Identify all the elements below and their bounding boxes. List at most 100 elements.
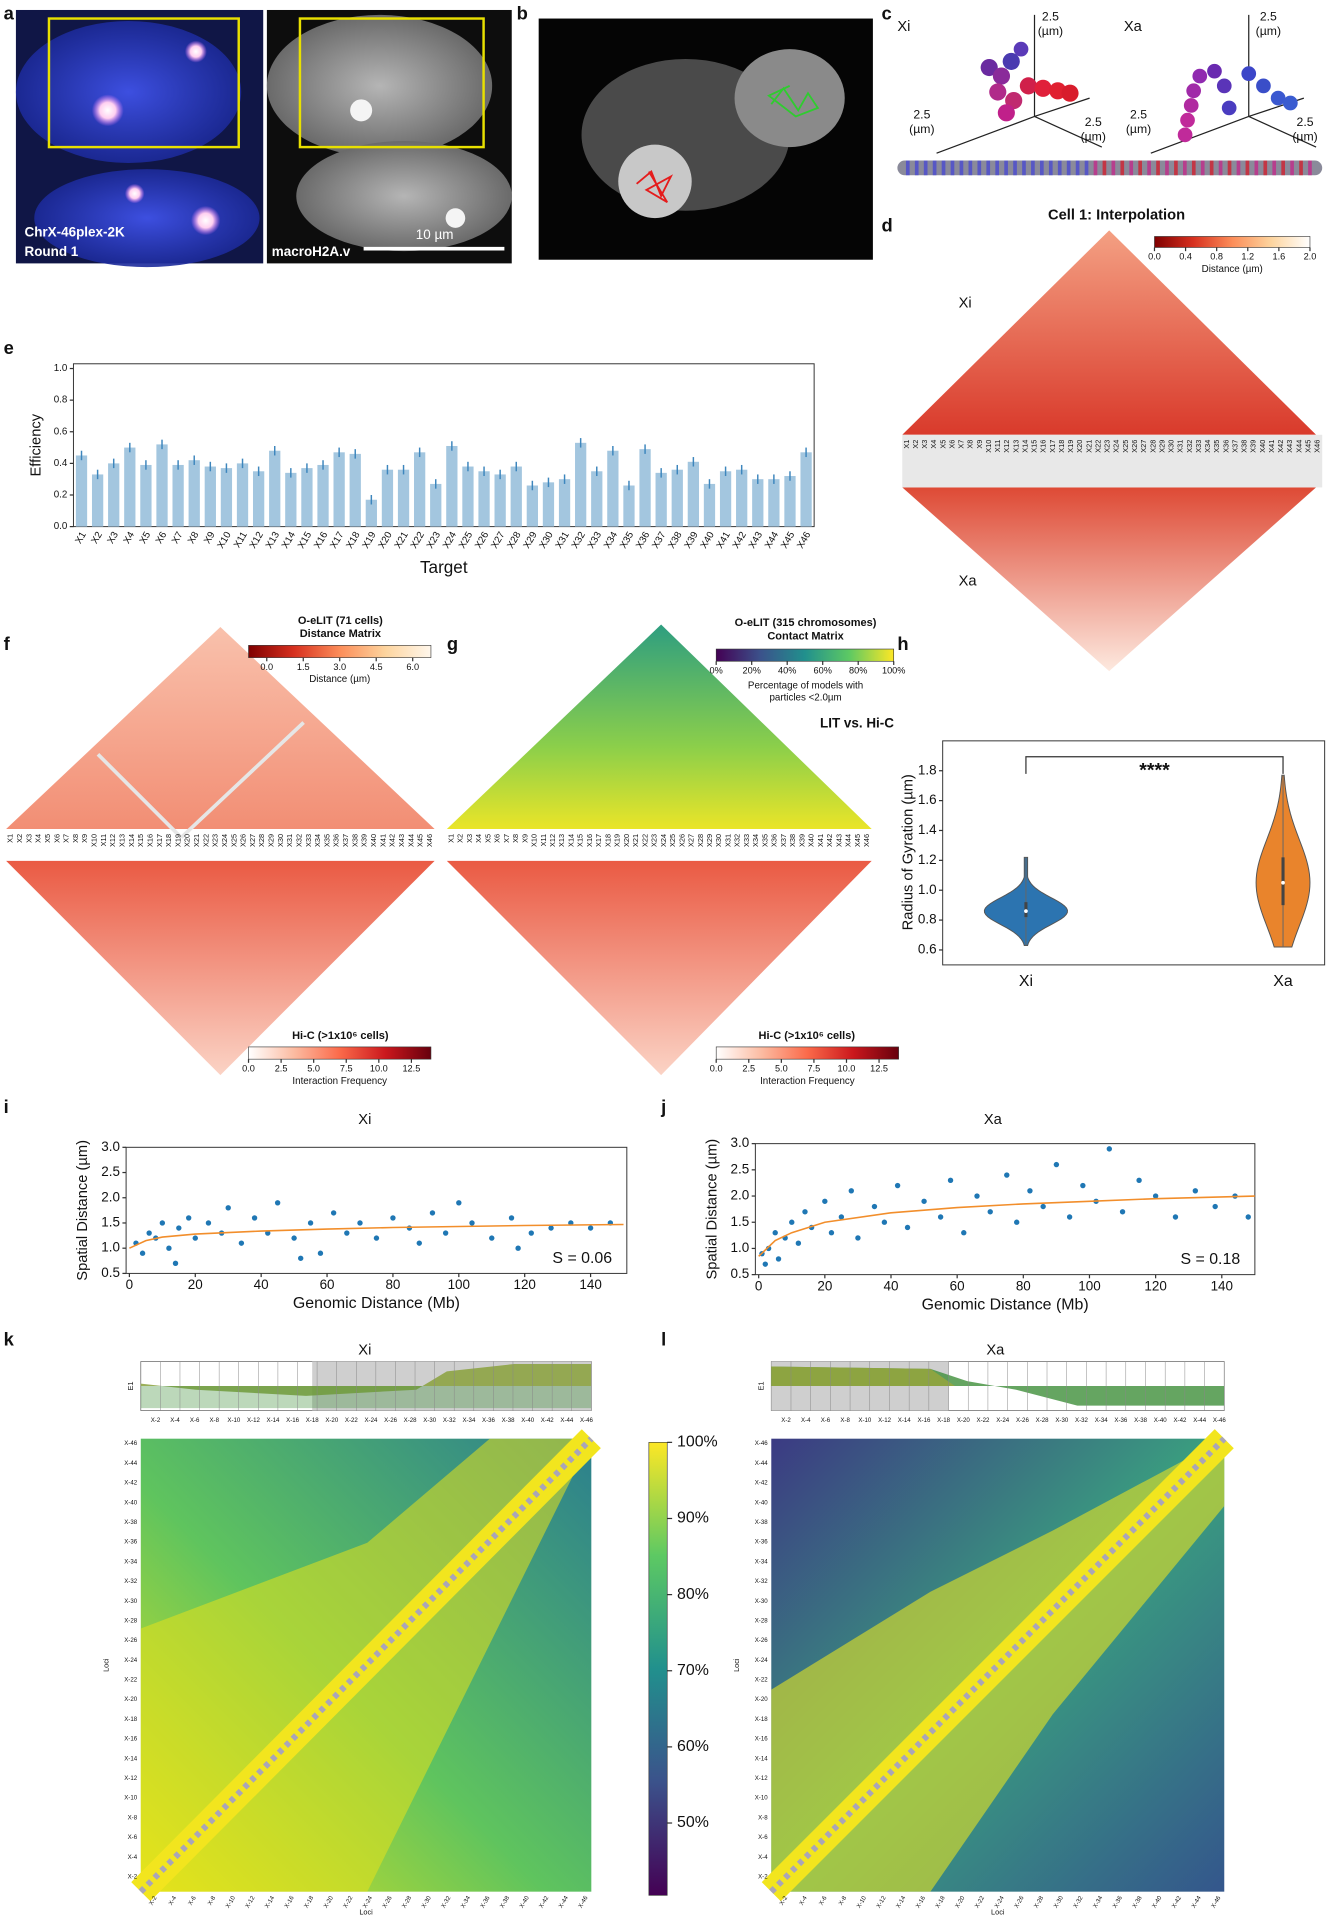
heatmap — [902, 487, 1317, 672]
panel-letter: i — [4, 1096, 9, 1117]
point — [881, 1219, 888, 1225]
panel-letter: l — [661, 1329, 666, 1350]
e1-area — [140, 1386, 592, 1409]
x-tick-label: X20 — [377, 530, 396, 551]
colorbar-tick-label: 2.5 — [742, 1063, 755, 1073]
point — [172, 1260, 179, 1267]
axis-label: Loci — [732, 1658, 741, 1672]
decoration — [6, 9, 1323, 1902]
locus-label: X-16 — [755, 1736, 769, 1743]
axes-3d — [936, 14, 1317, 154]
y-tick-label: 0.8 — [918, 912, 937, 927]
locus-label: X5 — [938, 440, 947, 449]
locus-label: X-44 — [1190, 1894, 1203, 1909]
x-axis-label: Genomic Distance (Mb) — [922, 1296, 1089, 1313]
locus-label: X31 — [723, 834, 732, 847]
x-tick-label: Xi — [1019, 973, 1033, 990]
locus-label: X44 — [1294, 440, 1303, 453]
stripe — [932, 160, 937, 176]
y-tick-label: 0.0 — [54, 521, 68, 532]
bar — [301, 468, 313, 527]
bar — [526, 485, 538, 527]
locus-label: X-40 — [124, 1499, 138, 1506]
bar — [381, 469, 394, 527]
spot — [124, 183, 145, 204]
locus-label: X-20 — [954, 1894, 967, 1909]
point — [1027, 1188, 1033, 1194]
bar — [752, 479, 764, 527]
locus-label: X-4 — [758, 1854, 768, 1861]
colorbar — [648, 1442, 668, 1896]
stripe — [1183, 160, 1187, 176]
panel-letter: h — [897, 633, 908, 654]
bar — [140, 464, 152, 527]
point — [528, 1230, 534, 1236]
locus-label: X-32 — [443, 1417, 457, 1424]
trace — [767, 85, 820, 118]
point — [822, 1198, 828, 1204]
locus-label: X-6 — [190, 1417, 200, 1424]
locus-label: X17 — [594, 834, 603, 847]
bar — [349, 453, 361, 527]
locus-label: X-34 — [124, 1558, 138, 1565]
x-tick-label: X17 — [328, 530, 346, 551]
chart-title: Xa — [984, 1112, 1003, 1128]
locus-label: X-16 — [124, 1736, 138, 1743]
locus-label: X-6 — [821, 1417, 831, 1424]
locus-label: X3 — [24, 834, 33, 843]
x-tick-label: X5 — [138, 530, 154, 546]
point — [775, 1256, 782, 1262]
locus-label: X-42 — [1171, 1894, 1184, 1909]
colorbar-tick-label: 10.0 — [370, 1063, 388, 1073]
colorbar-label: Distance (µm) — [309, 674, 370, 685]
locus-label: X-10 — [224, 1894, 237, 1909]
bar — [124, 447, 136, 527]
axis-value: 2.5 — [913, 107, 930, 121]
locus-label: X6 — [493, 834, 502, 843]
colorbar-label: Interaction Frequency — [292, 1076, 387, 1087]
y-axis-label: Efficiency — [29, 413, 45, 476]
stripe — [1120, 160, 1125, 176]
locus-label: X18 — [164, 834, 173, 847]
locus-label: X-2 — [778, 1894, 789, 1906]
locus-label: X-22 — [977, 1417, 991, 1424]
locus-label: X-26 — [384, 1417, 398, 1424]
spot — [184, 40, 207, 63]
point — [855, 1235, 861, 1241]
locus-label: X-30 — [1055, 1417, 1069, 1424]
y-tick-label: 0.6 — [918, 942, 937, 957]
point — [838, 1214, 845, 1220]
locus-label: X-30 — [420, 1894, 433, 1909]
locus-label: X29 — [1157, 440, 1166, 453]
locus-label: X16 — [1039, 440, 1048, 453]
locus-label: X-32 — [1072, 1894, 1085, 1909]
locus-label: X39 — [1249, 440, 1258, 453]
locus-label: X-4 — [801, 1417, 811, 1424]
point — [795, 1240, 802, 1246]
panel-letter: a — [4, 3, 15, 24]
bar — [639, 449, 651, 527]
colorbar-tick-label: 2.5 — [275, 1063, 288, 1073]
locus-label: X-4 — [128, 1854, 138, 1861]
stripe — [1281, 160, 1285, 176]
x-tick-label: X8 — [186, 530, 202, 546]
locus-label: X-38 — [1134, 1417, 1148, 1424]
x-tick-label: 60 — [950, 1278, 965, 1293]
point — [508, 1215, 515, 1221]
locus-label: X-6 — [818, 1894, 829, 1906]
y-tick-label: 0.2 — [54, 490, 68, 501]
fit-line — [758, 1195, 1255, 1257]
colorbar-tick-label: 60% — [677, 1738, 709, 1755]
bar — [494, 474, 506, 527]
colorbar-tick-label: 50% — [677, 1814, 709, 1831]
nucleus — [15, 20, 242, 164]
stripe — [1004, 160, 1008, 176]
colorbar-tick-label: 10.0 — [838, 1063, 856, 1073]
colorbar — [248, 645, 432, 658]
locus-label: X12 — [108, 834, 117, 847]
locus-label: X36 — [1221, 440, 1230, 453]
colorbar-tick-label: 100% — [882, 665, 905, 675]
colorbar — [1154, 236, 1311, 248]
locus-label: X-44 — [557, 1894, 570, 1909]
